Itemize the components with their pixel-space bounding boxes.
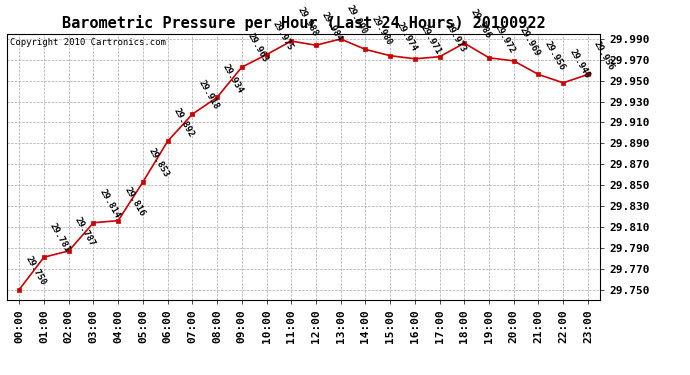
Text: 29.781: 29.781 bbox=[48, 222, 72, 254]
Text: 29.948: 29.948 bbox=[567, 48, 591, 80]
Text: 29.853: 29.853 bbox=[147, 147, 171, 179]
Text: 29.934: 29.934 bbox=[221, 62, 245, 94]
Text: 29.892: 29.892 bbox=[172, 106, 196, 138]
Text: 29.974: 29.974 bbox=[394, 21, 418, 53]
Text: 29.971: 29.971 bbox=[419, 24, 443, 56]
Text: Copyright 2010 Cartronics.com: Copyright 2010 Cartronics.com bbox=[10, 38, 166, 47]
Text: 29.972: 29.972 bbox=[493, 22, 517, 55]
Text: 29.980: 29.980 bbox=[370, 14, 393, 46]
Text: 29.816: 29.816 bbox=[122, 186, 146, 218]
Title: Barometric Pressure per Hour (Last 24 Hours) 20100922: Barometric Pressure per Hour (Last 24 Ho… bbox=[62, 15, 545, 31]
Text: 29.984: 29.984 bbox=[320, 10, 344, 42]
Text: 29.956: 29.956 bbox=[542, 39, 566, 72]
Text: 29.988: 29.988 bbox=[295, 6, 319, 38]
Text: 29.787: 29.787 bbox=[73, 216, 97, 248]
Text: 29.973: 29.973 bbox=[444, 21, 468, 54]
Text: 29.750: 29.750 bbox=[23, 254, 48, 287]
Text: 29.963: 29.963 bbox=[246, 32, 270, 64]
Text: 29.956: 29.956 bbox=[592, 39, 616, 72]
Text: 29.918: 29.918 bbox=[197, 79, 220, 111]
Text: 29.990: 29.990 bbox=[345, 4, 368, 36]
Text: 29.814: 29.814 bbox=[97, 188, 121, 220]
Text: 29.986: 29.986 bbox=[469, 8, 493, 40]
Text: 29.975: 29.975 bbox=[270, 20, 295, 52]
Text: 29.969: 29.969 bbox=[518, 26, 542, 58]
